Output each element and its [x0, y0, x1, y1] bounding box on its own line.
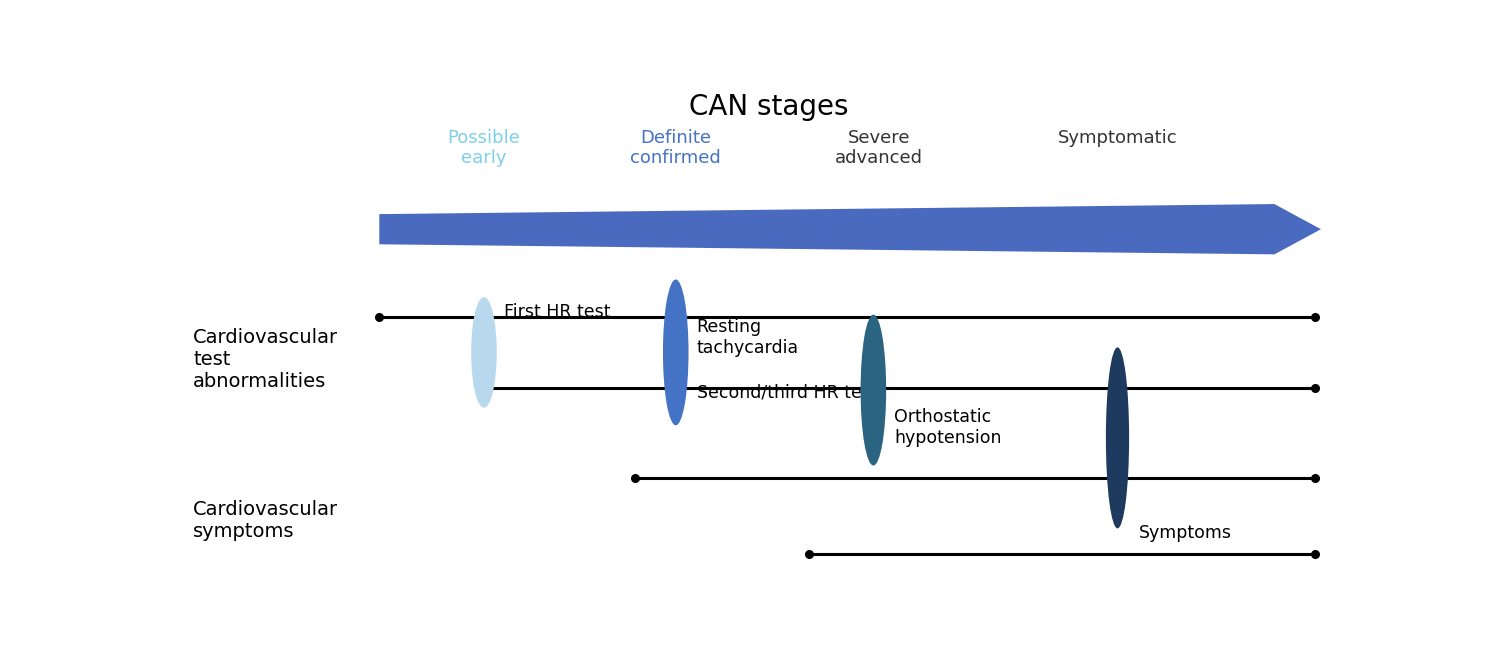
Text: Second/third HR test: Second/third HR test — [696, 383, 877, 402]
Text: Severe
advanced: Severe advanced — [836, 129, 922, 167]
Ellipse shape — [471, 297, 496, 407]
Text: Definite
confirmed: Definite confirmed — [630, 129, 722, 167]
Text: Symptomatic: Symptomatic — [1058, 129, 1178, 147]
Text: Symptoms: Symptoms — [1138, 524, 1232, 543]
Ellipse shape — [1106, 347, 1130, 528]
Text: First HR test: First HR test — [504, 303, 610, 321]
Polygon shape — [380, 204, 1322, 255]
Ellipse shape — [861, 315, 886, 466]
Text: Cardiovascular
symptoms: Cardiovascular symptoms — [194, 500, 339, 541]
Text: CAN stages: CAN stages — [688, 93, 849, 121]
Text: Possible
early: Possible early — [447, 129, 520, 167]
Ellipse shape — [663, 279, 688, 425]
Text: Resting
tachycardia: Resting tachycardia — [696, 318, 800, 357]
Text: Orthostatic
hypotension: Orthostatic hypotension — [894, 408, 1002, 447]
Text: Cardiovascular
test
abnormalities: Cardiovascular test abnormalities — [194, 328, 339, 391]
